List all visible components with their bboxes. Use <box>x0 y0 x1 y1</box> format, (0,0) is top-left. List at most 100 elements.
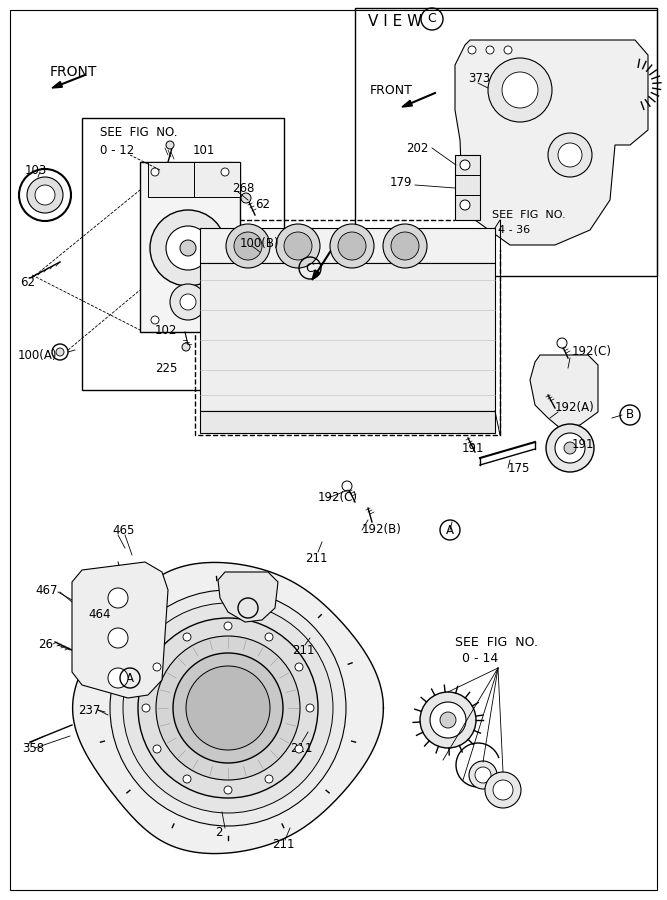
Text: A: A <box>126 671 134 685</box>
Bar <box>200 263 495 411</box>
Text: A: A <box>446 524 454 536</box>
Text: 467: 467 <box>35 583 57 597</box>
Circle shape <box>557 338 567 348</box>
Polygon shape <box>52 82 63 88</box>
Text: 179: 179 <box>390 176 412 190</box>
Circle shape <box>224 622 232 630</box>
Bar <box>82 118 284 390</box>
Circle shape <box>468 46 476 54</box>
Circle shape <box>56 348 64 356</box>
Text: B: B <box>244 601 252 615</box>
Circle shape <box>295 663 303 671</box>
Bar <box>194 162 240 197</box>
Circle shape <box>546 424 594 472</box>
Circle shape <box>110 590 346 826</box>
Text: 26: 26 <box>38 638 53 652</box>
Text: 268: 268 <box>232 182 254 194</box>
Circle shape <box>182 343 190 351</box>
Circle shape <box>166 141 174 149</box>
Circle shape <box>558 143 582 167</box>
Polygon shape <box>72 562 168 698</box>
Text: 100(A): 100(A) <box>18 348 57 362</box>
Polygon shape <box>455 40 648 245</box>
Circle shape <box>306 704 314 712</box>
Text: 192(B): 192(B) <box>362 524 402 536</box>
Bar <box>200 411 495 433</box>
Circle shape <box>224 786 232 794</box>
Circle shape <box>555 433 585 463</box>
Circle shape <box>460 200 470 210</box>
Circle shape <box>284 232 312 260</box>
Circle shape <box>180 240 196 256</box>
Circle shape <box>338 232 366 260</box>
Circle shape <box>27 177 63 213</box>
Text: 4 - 36: 4 - 36 <box>498 225 530 235</box>
Text: V I E W: V I E W <box>368 14 422 30</box>
Text: 2: 2 <box>215 825 223 839</box>
Circle shape <box>265 775 273 783</box>
Circle shape <box>469 761 497 789</box>
Text: 225: 225 <box>155 362 177 374</box>
Circle shape <box>502 72 538 108</box>
Circle shape <box>156 636 300 780</box>
Text: C: C <box>305 262 314 274</box>
Text: 192(C): 192(C) <box>572 346 612 358</box>
Text: C: C <box>428 13 436 25</box>
Text: 175: 175 <box>508 462 530 474</box>
Polygon shape <box>73 562 384 853</box>
Text: 211: 211 <box>292 644 315 656</box>
Bar <box>148 162 194 197</box>
Text: 211: 211 <box>290 742 313 754</box>
Circle shape <box>180 294 196 310</box>
Circle shape <box>241 193 251 203</box>
Circle shape <box>221 316 229 324</box>
Circle shape <box>138 618 318 798</box>
Text: 100(B): 100(B) <box>240 238 279 250</box>
Circle shape <box>475 767 491 783</box>
Text: SEE  FIG  NO.: SEE FIG NO. <box>492 210 566 220</box>
Circle shape <box>173 653 283 763</box>
Circle shape <box>488 58 552 122</box>
Circle shape <box>123 603 333 813</box>
Text: 202: 202 <box>406 141 428 155</box>
Circle shape <box>276 224 320 268</box>
Circle shape <box>221 168 229 176</box>
Polygon shape <box>312 270 320 280</box>
Circle shape <box>440 712 456 728</box>
Circle shape <box>564 442 576 454</box>
Text: FRONT: FRONT <box>50 65 97 79</box>
Circle shape <box>183 775 191 783</box>
Circle shape <box>486 46 494 54</box>
Circle shape <box>19 169 71 221</box>
Text: 0 - 12: 0 - 12 <box>100 143 134 157</box>
Bar <box>200 228 495 263</box>
Text: 237: 237 <box>78 704 100 716</box>
Circle shape <box>420 692 476 748</box>
Circle shape <box>391 232 419 260</box>
Circle shape <box>504 46 512 54</box>
Circle shape <box>493 780 513 800</box>
Circle shape <box>234 232 262 260</box>
Text: 62: 62 <box>255 199 270 212</box>
Text: 211: 211 <box>305 552 327 564</box>
Circle shape <box>430 702 466 738</box>
Text: 101: 101 <box>193 143 215 157</box>
Circle shape <box>151 168 159 176</box>
Polygon shape <box>530 355 598 428</box>
Circle shape <box>153 745 161 753</box>
Circle shape <box>108 588 128 608</box>
Text: 102: 102 <box>155 323 177 337</box>
Text: 62: 62 <box>20 275 35 289</box>
Text: B: B <box>626 409 634 421</box>
Circle shape <box>166 226 210 270</box>
Circle shape <box>265 633 273 641</box>
Circle shape <box>295 745 303 753</box>
Circle shape <box>183 633 191 641</box>
Text: 358: 358 <box>22 742 44 754</box>
Bar <box>455 155 480 220</box>
Text: 192(C): 192(C) <box>318 491 358 505</box>
Text: 103: 103 <box>25 164 47 176</box>
Circle shape <box>485 772 521 808</box>
Bar <box>140 162 240 332</box>
Circle shape <box>35 185 55 205</box>
